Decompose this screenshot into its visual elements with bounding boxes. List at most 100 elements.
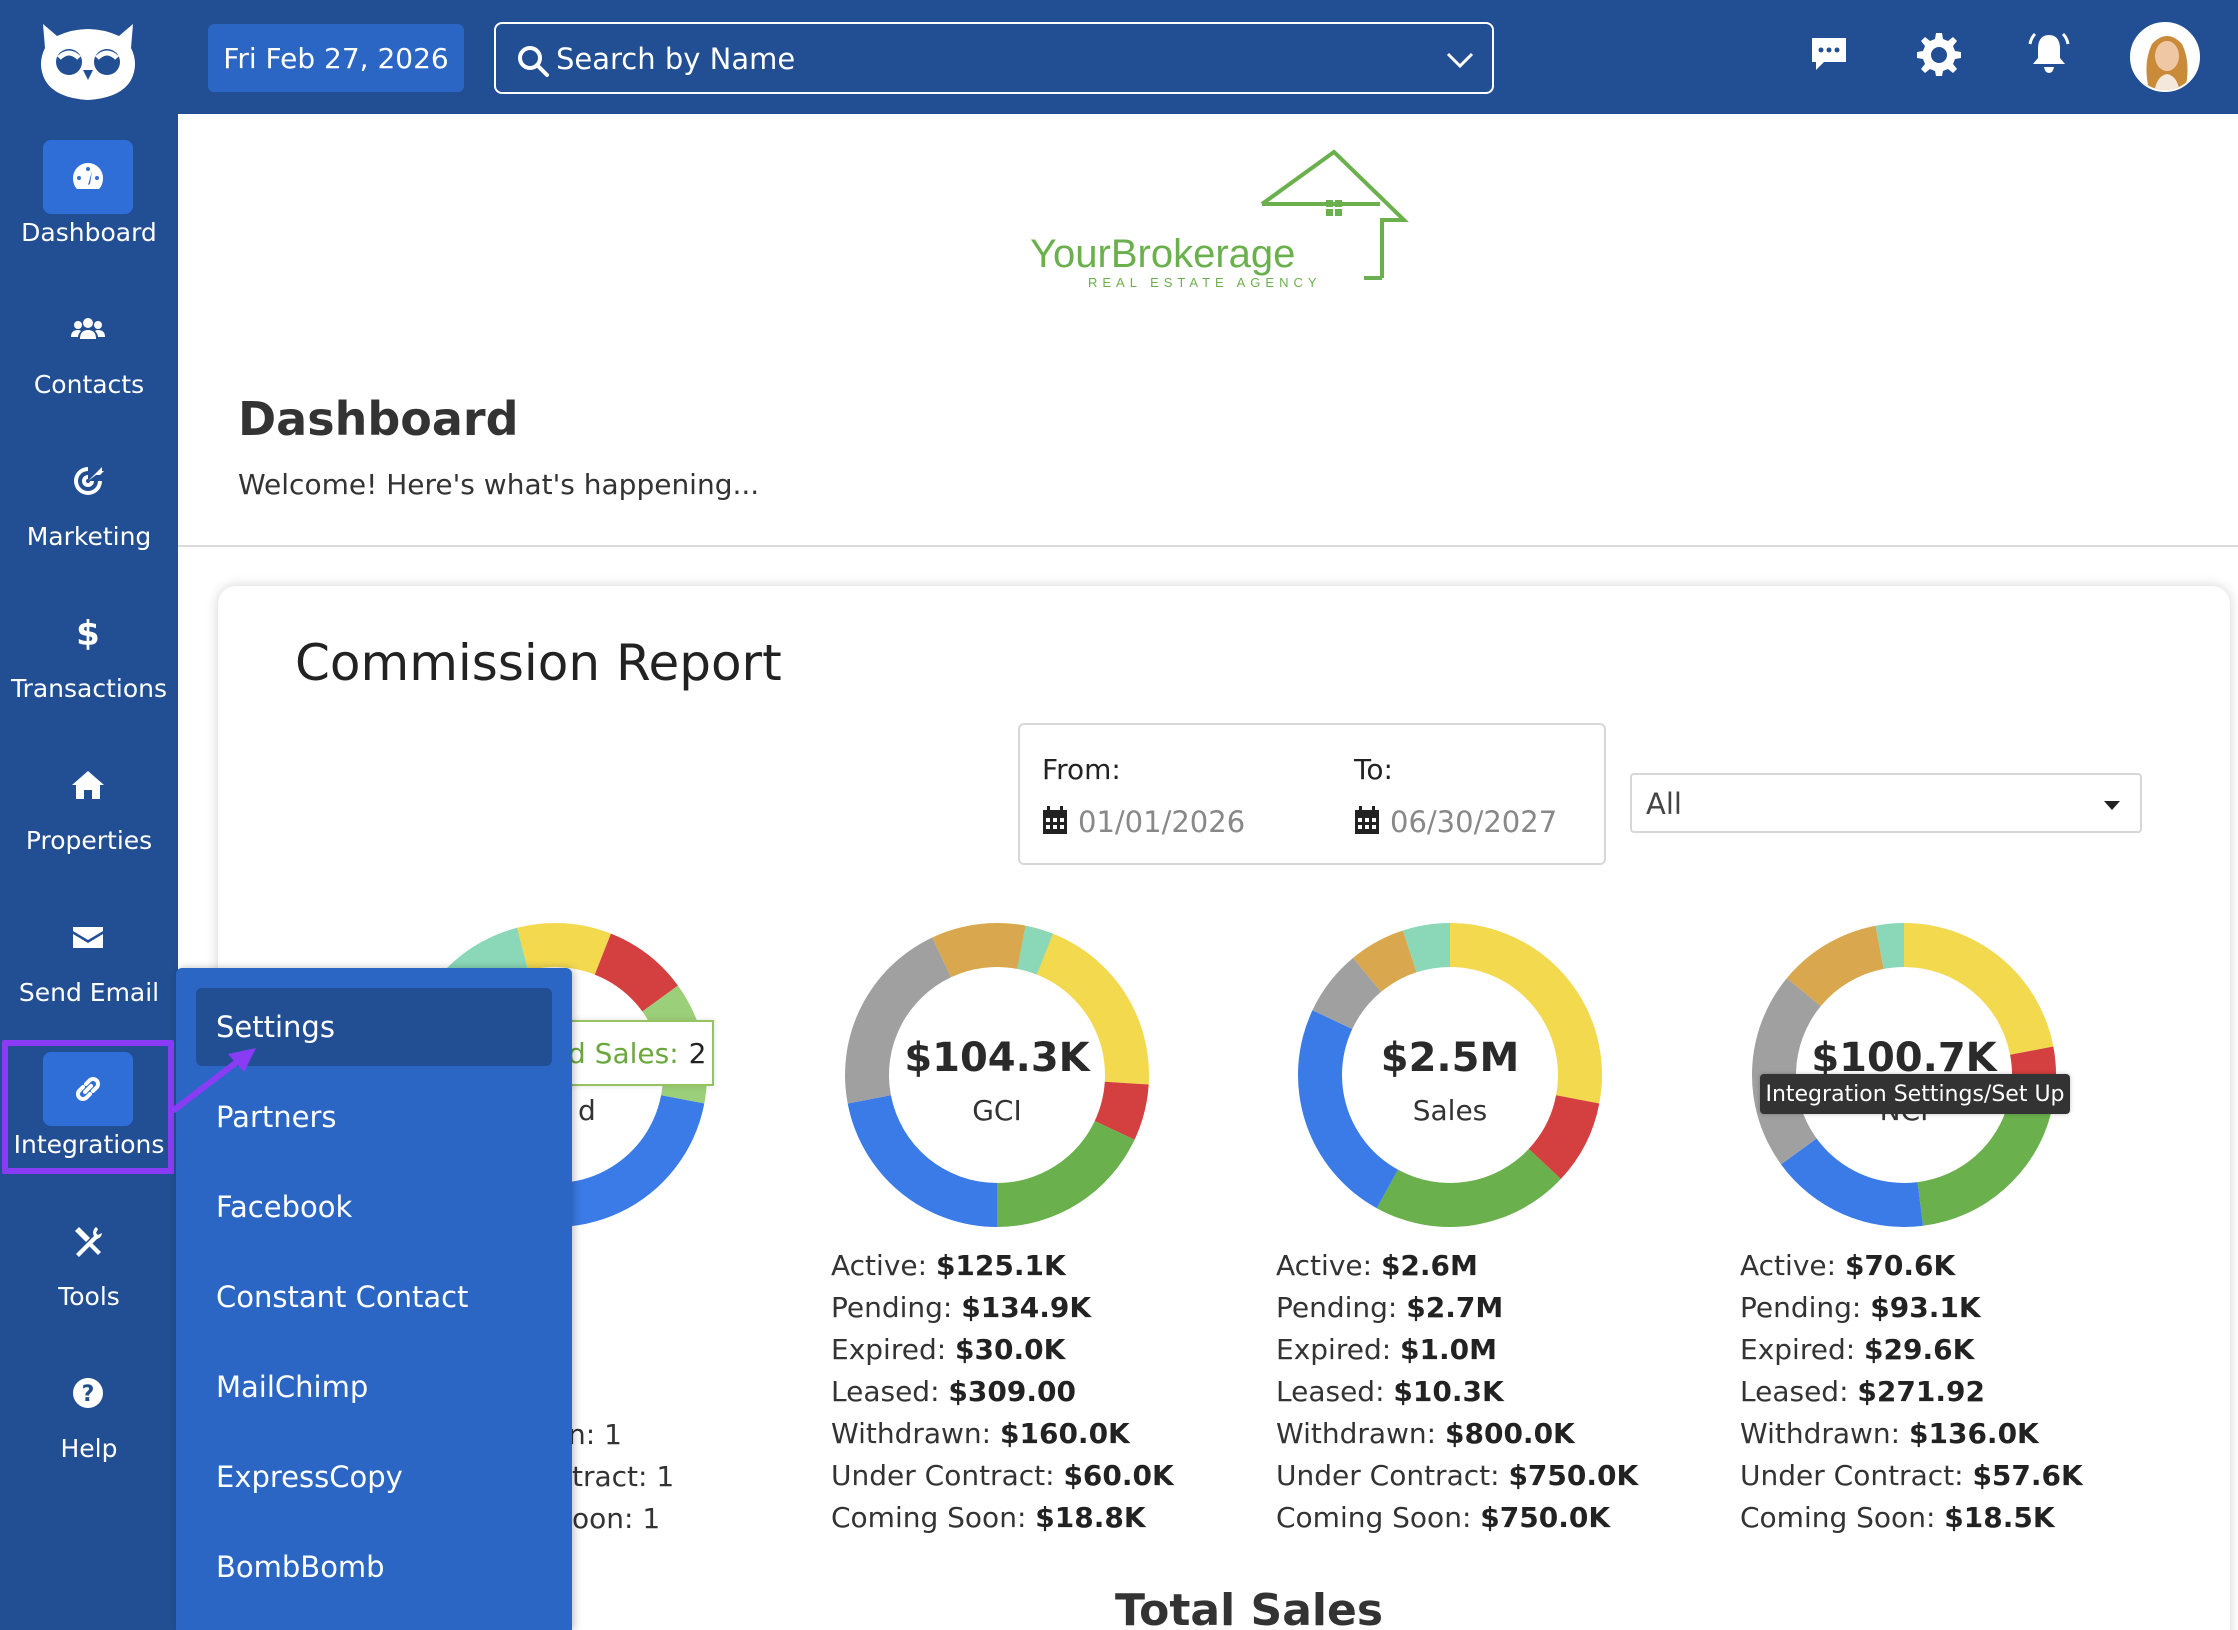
donut-segment[interactable] [1450, 923, 1602, 1104]
donut-segment[interactable] [1786, 925, 1884, 1007]
top-bar: Fri Feb 27, 2026 Search by Name [178, 0, 2238, 114]
sidebar: Dashboard Contacts Marketing $ Transacti… [0, 0, 178, 1630]
search-select[interactable]: Search by Name [494, 22, 1494, 94]
bell-alert-icon[interactable] [2026, 30, 2072, 76]
stat-row: Expired: $30.0K [831, 1329, 1174, 1371]
stat-row: Coming Soon: $18.5K [1740, 1497, 2083, 1539]
stat-label: Pending: [1276, 1291, 1407, 1324]
integration-settings-tooltip: Integration Settings/Set Up [1760, 1074, 2070, 1114]
gci-stats-list: Active: $125.1K Pending: $134.9K Expired: … [831, 1245, 1174, 1539]
sidebar-item-label: Integrations [13, 1130, 165, 1159]
sales-donut[interactable] [1295, 920, 1605, 1230]
stat-value: $750.0K [1480, 1501, 1611, 1534]
owl-logo-icon[interactable] [35, 18, 141, 102]
flyout-item-constant-contact[interactable]: Constant Contact [216, 1280, 469, 1314]
flyout-item-bombbomb[interactable]: BombBomb [216, 1550, 385, 1584]
donut-segment[interactable] [1904, 923, 2054, 1055]
stat-value: $60.0K [1063, 1459, 1174, 1492]
sidebar-item-label: Tools [58, 1282, 120, 1311]
stat-label: Coming Soon: [1740, 1501, 1945, 1534]
gci-total-value: $104.3K [904, 1035, 1090, 1081]
gci-donut[interactable] [842, 920, 1152, 1230]
stat-row: Leased: $10.3K [1276, 1371, 1638, 1413]
search-icon [518, 46, 549, 77]
donut-segment[interactable] [1875, 923, 1904, 969]
stat-row: Under Contract: $57.6K [1740, 1455, 2083, 1497]
sidebar-item-integrations[interactable]: Integrations [0, 1052, 178, 1192]
stat-label: Under Contract: [1276, 1459, 1509, 1492]
donut-segment[interactable] [932, 923, 1026, 978]
donut-segment[interactable] [1353, 930, 1417, 992]
chat-icon[interactable] [1806, 30, 1852, 76]
sidebar-item-tools[interactable]: Tools [0, 1204, 178, 1344]
donut-segment[interactable] [1752, 978, 1821, 1165]
to-date-input[interactable]: 06/30/2027 [1390, 805, 1558, 839]
flyout-item-settings[interactable]: Settings [196, 988, 552, 1066]
from-label: From: [1042, 753, 1121, 786]
stat-value: $70.6K [1844, 1249, 1956, 1282]
donut-segment[interactable] [1094, 1081, 1149, 1140]
stat-row: Withdrawn: $160.0K [831, 1413, 1174, 1455]
donut-segment[interactable] [845, 937, 952, 1104]
flyout-item-mailchimp[interactable]: MailChimp [216, 1370, 369, 1404]
sidebar-item-contacts[interactable]: Contacts [0, 292, 178, 432]
dollar-icon: $ [43, 596, 133, 670]
donut-segment[interactable] [847, 1095, 997, 1227]
calendar-icon [1043, 806, 1067, 834]
donut-segment[interactable] [1781, 1138, 1924, 1227]
sidebar-item-marketing[interactable]: Marketing [0, 444, 178, 584]
donut-segment[interactable] [1017, 925, 1053, 975]
stat-row: Withdrawn: $800.0K [1276, 1413, 1638, 1455]
page-title: Dashboard [238, 392, 519, 446]
stat-value: $134.9K [961, 1291, 1092, 1324]
stat-label: Active: [1740, 1249, 1845, 1282]
sidebar-item-label: Properties [25, 826, 153, 855]
stat-row: Active: $70.6K [1740, 1245, 2083, 1287]
flyout-item-expresscopy[interactable]: ExpressCopy [216, 1460, 403, 1494]
sidebar-item-help[interactable]: ? Help [0, 1356, 178, 1496]
donut-segment[interactable] [594, 933, 678, 1012]
stat-row: Expired: $29.6K [1740, 1329, 2083, 1371]
donut-segment[interactable] [1917, 1101, 2052, 1226]
stat-value: $160.0K [1000, 1417, 1130, 1450]
flyout-item-partners[interactable]: Partners [216, 1100, 337, 1134]
donut-segment[interactable] [1312, 957, 1382, 1030]
sidebar-item-transactions[interactable]: $ Transactions [0, 596, 178, 736]
stat-row: Pending: $2.7M [1276, 1287, 1638, 1329]
donut-segment[interactable] [1528, 1095, 1600, 1180]
stat-row: Coming Soon: $18.8K [831, 1497, 1174, 1539]
annotation-arrow-icon [171, 1048, 256, 1113]
stat-value: $18.5K [1944, 1501, 2055, 1534]
users-icon [43, 292, 133, 366]
donut-segment[interactable] [1376, 1148, 1561, 1227]
flyout-item-facebook[interactable]: Facebook [216, 1190, 353, 1224]
integrations-highlight-box [2, 1040, 174, 1174]
sidebar-item-send-email[interactable]: Send Email [0, 900, 178, 1040]
closed-stat-fragment: oon: 1 [572, 1502, 661, 1535]
stat-label: Withdrawn: [1276, 1417, 1445, 1450]
sidebar-item-dashboard[interactable]: Dashboard [0, 140, 178, 280]
closed-sales-tooltip: d Sales: 2 [558, 1020, 714, 1086]
stat-label: Expired: [831, 1333, 956, 1366]
stat-row: Pending: $134.9K [831, 1287, 1174, 1329]
donut-segment[interactable] [517, 923, 611, 975]
stat-label: Coming Soon: [1276, 1501, 1481, 1534]
donut-segment[interactable] [1403, 923, 1450, 973]
gear-icon[interactable] [1916, 30, 1962, 76]
donut-segment[interactable] [1298, 1010, 1398, 1209]
sidebar-item-properties[interactable]: Properties [0, 748, 178, 888]
sales-stats-list: Active: $2.6M Pending: $2.7M Expired: $1.0… [1276, 1245, 1638, 1539]
donut-segment[interactable] [997, 1120, 1135, 1227]
status-filter-select[interactable]: All [1630, 773, 2142, 833]
stat-row: Coming Soon: $750.0K [1276, 1497, 1638, 1539]
current-date-button[interactable]: Fri Feb 27, 2026 [208, 24, 464, 92]
from-date-input[interactable]: 01/01/2026 [1078, 805, 1246, 839]
home-icon [43, 748, 133, 822]
user-avatar[interactable] [2130, 22, 2200, 92]
sidebar-item-label: Dashboard [21, 218, 157, 247]
stat-label: Under Contract: [1740, 1459, 1973, 1492]
nci-donut[interactable] [1749, 920, 2059, 1230]
dashboard-icon [43, 140, 133, 214]
stat-label: Withdrawn: [1740, 1417, 1909, 1450]
